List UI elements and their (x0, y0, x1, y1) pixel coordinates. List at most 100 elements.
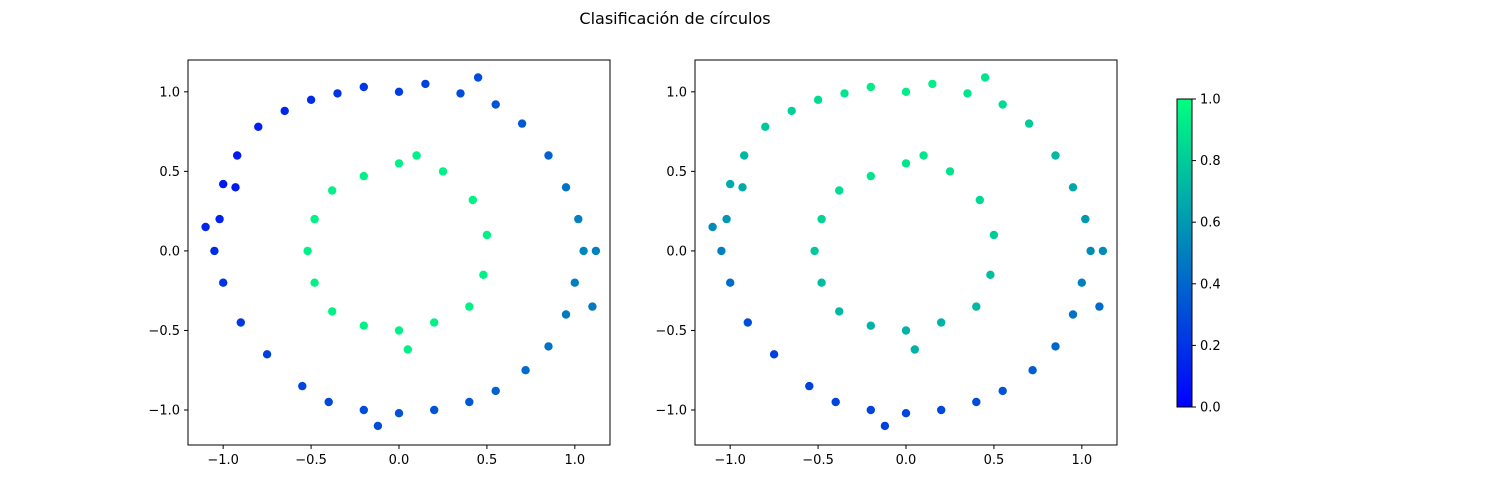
y-tick-label: 0.5 (666, 165, 687, 180)
scatter-point (1086, 246, 1095, 256)
scatter-point (972, 302, 981, 311)
scatter-point (219, 278, 228, 287)
scatter-point (919, 151, 928, 160)
y-tick-label: 0.0 (159, 244, 180, 259)
scatter-point (421, 79, 430, 89)
scatter-point (989, 230, 999, 240)
scatter-point (306, 95, 316, 105)
axis-ticks-predicted: −1.0 −0.5 0.0 0.5 1.0 −1.0 −0.5 0.0 0.5 1.0 (655, 85, 1092, 468)
scatter-point (328, 307, 337, 316)
x-tick-label: 0.0 (896, 453, 917, 468)
scatter-point (324, 397, 333, 407)
scatter-point (210, 246, 219, 256)
scatter-point (937, 318, 946, 327)
scatter-point (591, 246, 601, 256)
scatter-point (1081, 214, 1090, 224)
scatter-point (280, 106, 289, 116)
scatter-points-predicted (708, 73, 1108, 431)
scatter-point (303, 246, 312, 256)
scatter-point (570, 278, 579, 287)
axis-ticks-true: −1.0 −0.5 0.0 0.5 1.0 −1.0 −0.5 0.0 0.5 1.0 (148, 85, 585, 468)
colorbar-tick-label: 0.6 (1200, 216, 1221, 231)
scatter-point (430, 318, 439, 327)
scatter-point (359, 82, 368, 92)
scatter-point (298, 381, 307, 391)
scatter-point (810, 246, 819, 256)
scatter-point (394, 159, 404, 168)
scatter-point (866, 405, 875, 415)
colorbar-ticks: 0.0 0.2 0.4 0.6 0.8 1.0 (1192, 93, 1221, 416)
scatter-point (479, 270, 488, 279)
scatter-point (835, 307, 844, 316)
scatter-point (579, 246, 588, 256)
scatter-point (866, 321, 875, 330)
y-tick-label: 1.0 (666, 85, 687, 100)
scatter-point (588, 302, 597, 311)
scatter-point (910, 345, 919, 354)
scatter-point (517, 119, 527, 128)
scatter-point (465, 397, 474, 407)
scatter-point (901, 409, 911, 418)
scatter-point (817, 214, 826, 224)
scatter-point (726, 179, 735, 189)
x-tick-label: 1.0 (1071, 453, 1092, 468)
scatter-point (236, 318, 245, 327)
scatter-point (544, 342, 553, 351)
scatter-point (717, 246, 726, 256)
scatter-point (373, 421, 383, 431)
scatter-point (201, 222, 210, 232)
scatter-point (215, 214, 224, 224)
scatter-point (521, 366, 530, 375)
scatter-point (945, 167, 955, 176)
y-tick-label: −0.5 (655, 324, 687, 339)
scatter-point (1098, 246, 1108, 256)
scatter-points-true (201, 73, 601, 431)
scatter-point (743, 318, 752, 327)
scatter-point (1068, 310, 1078, 319)
scatter-point (813, 95, 823, 105)
y-tick-label: 1.0 (159, 85, 180, 100)
scatter-point (937, 405, 946, 415)
scatter-point (561, 310, 571, 319)
scatter-point (1051, 151, 1060, 160)
scatter-point (866, 82, 875, 92)
scatter-point (394, 409, 404, 418)
scatter-point (231, 183, 240, 192)
scatter-point (769, 350, 779, 359)
scatter-plot-true: −1.0 −0.5 0.0 0.5 1.0 −1.0 −0.5 0.0 0.5 1.0 (148, 59, 611, 468)
y-tick-label: −1.0 (148, 404, 180, 419)
scatter-point (761, 122, 770, 131)
scatter-point (254, 122, 263, 131)
scatter-point (986, 270, 995, 279)
scatter-point (840, 89, 849, 98)
scatter-point (901, 87, 911, 97)
scatter-plot-predicted: −1.0 −0.5 0.0 0.5 1.0 −1.0 −0.5 0.0 0.5 1.0 (655, 59, 1118, 468)
scatter-point (394, 326, 404, 335)
scatter-point (430, 405, 439, 415)
scatter-point (708, 222, 717, 232)
x-tick-label: 1.0 (564, 453, 585, 468)
scatter-point (468, 195, 477, 205)
plot-frame-true (187, 59, 611, 446)
scatter-point (1028, 366, 1037, 375)
scatter-point (310, 214, 319, 224)
scatter-point (491, 386, 500, 396)
scatter-point (310, 278, 319, 287)
scatter-point (817, 278, 826, 287)
scatter-point (787, 106, 796, 116)
colorbar-tick-label: 0.2 (1200, 339, 1221, 354)
scatter-point (980, 73, 990, 82)
x-tick-label: 0.0 (389, 453, 410, 468)
figure-title: Clasificación de círculos (579, 9, 770, 28)
scatter-point (975, 195, 984, 205)
scatter-point (403, 345, 412, 354)
scatter-point (963, 89, 972, 98)
scatter-point (998, 100, 1007, 109)
scatter-point (972, 397, 981, 407)
scatter-point (359, 321, 368, 330)
scatter-point (359, 405, 368, 415)
y-tick-label: 0.5 (159, 165, 180, 180)
scatter-point (1051, 342, 1060, 351)
scatter-point (328, 186, 337, 195)
